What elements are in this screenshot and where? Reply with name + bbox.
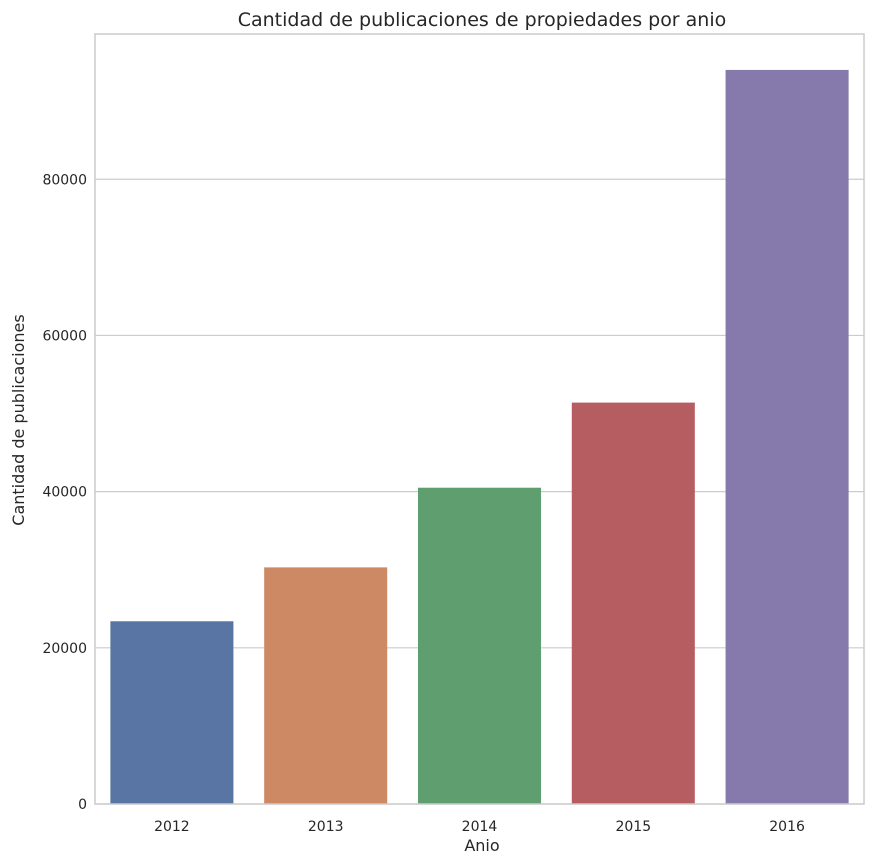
y-tick-label: 0 <box>78 797 87 813</box>
x-tick-label: 2014 <box>462 819 498 835</box>
x-tick-labels: 2012 2013 2014 2015 2016 <box>154 819 805 835</box>
bar-2014 <box>417 487 542 804</box>
x-tick-label: 2015 <box>615 819 651 835</box>
y-tick-label: 40000 <box>42 485 87 501</box>
chart-title: Cantidad de publicaciones de propiedades… <box>238 9 727 31</box>
y-axis-label: Cantidad de publicaciones <box>9 314 28 525</box>
y-tick-label: 20000 <box>42 641 87 657</box>
x-tick-label: 2016 <box>769 819 805 835</box>
bar-2016 <box>725 69 849 805</box>
x-tick-label: 2012 <box>154 819 190 835</box>
bar-2012 <box>110 621 234 804</box>
y-tick-labels: 0 20000 40000 60000 80000 <box>42 172 87 813</box>
y-tick-label: 80000 <box>42 172 87 188</box>
bars <box>110 69 849 805</box>
x-axis-label: Anio <box>464 836 499 855</box>
y-tick-label: 60000 <box>42 328 87 344</box>
x-tick-label: 2013 <box>308 819 344 835</box>
bar-2013 <box>264 567 388 804</box>
bar-2015 <box>571 402 695 804</box>
plot-frame <box>94 33 865 805</box>
